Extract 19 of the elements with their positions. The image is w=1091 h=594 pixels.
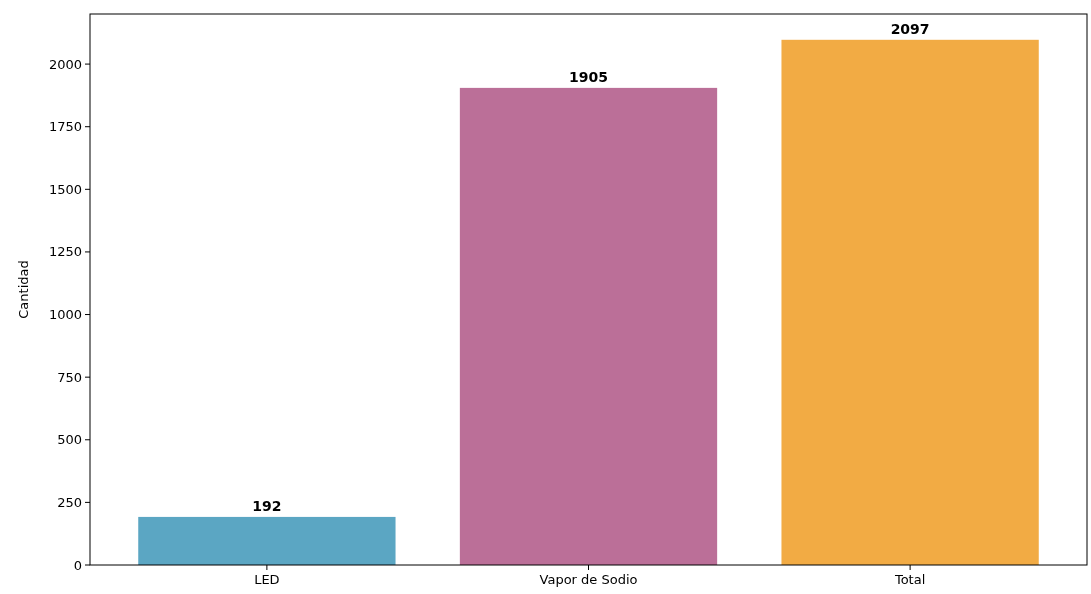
data-label: 2097	[890, 20, 930, 37]
y-tick-label: 250	[57, 494, 82, 510]
x-tick-label: Total	[893, 572, 926, 587]
y-tick-label: 500	[57, 432, 82, 448]
bar	[138, 516, 396, 565]
bar	[781, 39, 1039, 565]
y-tick-label: 1750	[48, 119, 82, 135]
y-tick-label: 2000	[48, 56, 82, 72]
data-label: 192	[252, 497, 282, 514]
x-tick-label: Vapor de Sodio	[539, 572, 638, 587]
data-label: 1905	[569, 68, 608, 85]
bar	[459, 87, 718, 565]
y-tick-label: 750	[57, 369, 82, 385]
y-tick-label: 1500	[48, 181, 82, 197]
y-tick-label: 0	[73, 557, 82, 573]
x-tick-label: LED	[254, 572, 280, 587]
y-tick-label: 1000	[48, 307, 82, 323]
y-axis-title: Cantidad	[16, 260, 31, 319]
y-tick-label: 1250	[48, 244, 82, 260]
